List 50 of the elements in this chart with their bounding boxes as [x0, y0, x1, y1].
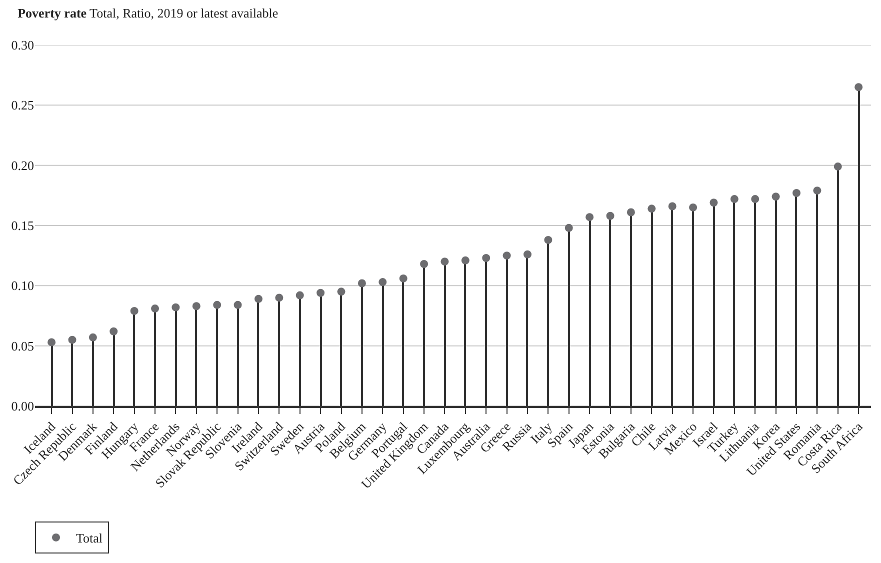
point	[564, 224, 573, 232]
point	[378, 278, 387, 286]
y-tick-label: 0.30	[11, 38, 34, 53]
point	[730, 195, 738, 204]
point	[772, 192, 780, 201]
point	[399, 274, 408, 282]
y-tick-label: 0.00	[11, 398, 34, 414]
point	[275, 294, 284, 302]
point	[834, 162, 842, 171]
y-tick-label: 0.20	[11, 158, 34, 173]
y-tick-label: 0.15	[11, 218, 34, 234]
point	[296, 291, 304, 300]
point	[586, 213, 594, 222]
point	[524, 250, 532, 258]
legend-label: Total	[76, 530, 103, 546]
point	[544, 236, 552, 244]
chart-title: Poverty rate	[18, 6, 87, 21]
point	[68, 336, 76, 344]
y-tick-label: 0.05	[11, 338, 34, 354]
point	[88, 333, 97, 342]
point	[710, 198, 718, 207]
point	[482, 254, 490, 262]
point	[502, 252, 511, 260]
point	[751, 195, 760, 204]
point	[172, 303, 180, 312]
point	[254, 294, 262, 303]
y-tick-label: 0.25	[11, 98, 34, 113]
point	[606, 212, 614, 220]
point	[792, 189, 800, 198]
point	[337, 288, 346, 296]
point	[130, 306, 138, 315]
point	[461, 256, 470, 264]
point	[420, 260, 428, 268]
point	[192, 302, 200, 310]
y-tick-label: 0.10	[11, 278, 34, 294]
point	[110, 327, 118, 336]
point	[213, 300, 222, 309]
point	[440, 258, 449, 266]
point	[668, 202, 676, 210]
point	[689, 203, 698, 212]
point	[854, 83, 863, 92]
point	[48, 338, 56, 346]
point	[316, 288, 325, 297]
point	[626, 208, 635, 216]
point	[151, 304, 160, 313]
point	[358, 279, 366, 288]
point	[813, 186, 822, 195]
point	[234, 300, 242, 309]
point	[648, 204, 656, 213]
chart-subtitle: Total, Ratio, 2019 or latest available	[90, 6, 278, 21]
